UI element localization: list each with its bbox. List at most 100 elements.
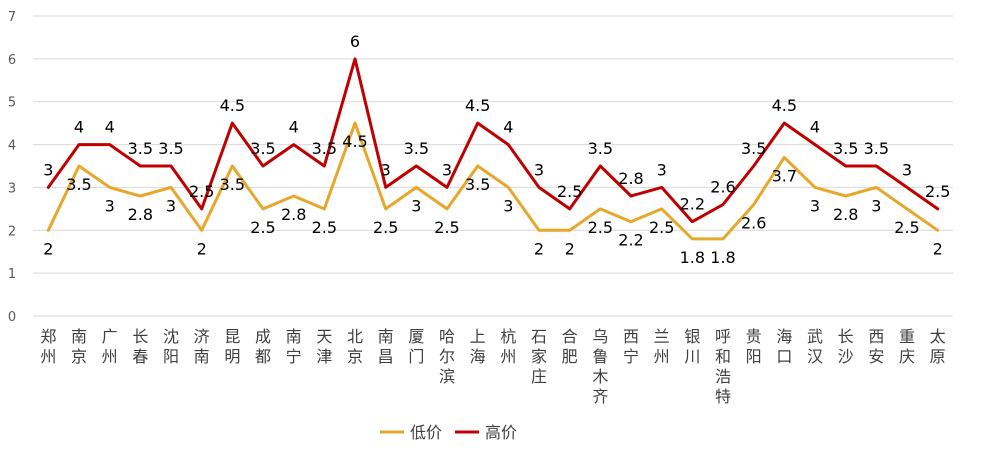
data-label: 3 [871,196,881,215]
data-label: 2 [197,239,207,258]
y-tick-label: 5 [8,96,16,111]
data-label: 2.8 [128,205,153,224]
data-label: 2.8 [618,169,643,188]
x-tick-label: 呼和浩特 [715,327,731,406]
data-label: 2.5 [557,182,582,201]
x-tick-label: 贵阳 [746,327,762,366]
data-label: 2.6 [741,214,766,233]
data-label: 4.5 [220,96,245,115]
data-label: 2.6 [710,178,735,197]
data-label: 2.5 [250,218,275,237]
x-tick-label: 兰州 [654,327,670,366]
data-label: 3 [657,160,667,179]
x-tick-label: 昆明 [224,327,240,366]
data-label: 2.5 [312,218,337,237]
data-label: 3.5 [250,139,275,158]
legend-label: 低价 [410,423,442,442]
data-label: 2 [534,239,544,258]
y-tick-label: 0 [8,310,16,325]
data-label: 3.5 [465,175,490,194]
data-label: 3.5 [128,139,153,158]
x-tick-label: 南京 [71,327,87,366]
data-label: 4 [810,118,820,137]
x-tick-label: 广州 [102,327,118,366]
x-tick-label: 成都 [255,327,271,366]
data-label: 3 [105,196,115,215]
x-tick-label: 长春 [132,327,148,366]
data-label: 2 [933,239,943,258]
data-labels: 2 3.5 3 2.8 3 2 3.5 2.5 2.8 2.5 4.5 2.5 3 2.5 3.5 3 2 2 2.… [43,32,950,267]
x-tick-label: 合肥 [562,327,578,366]
data-label: 3.7 [772,166,797,185]
data-label: 2.5 [894,218,919,237]
x-tick-label: 重庆 [899,327,915,366]
data-label: 2.8 [281,205,306,224]
data-label: 2 [43,239,53,258]
legend-label: 高价 [485,423,517,442]
x-tick-label: 杭州 [500,327,516,366]
data-label: 3 [411,196,421,215]
data-label: 3.5 [312,139,337,158]
x-tick-label: 厦门 [408,327,424,366]
x-tick-label: 沈阳 [163,327,179,366]
data-label: 4 [105,118,115,137]
data-label: 4.5 [465,96,490,115]
x-axis: 郑州南京广州长春沈阳济南昆明成都南宁天津北京南昌厦门哈尔滨上海杭州石家庄合肥乌鲁… [40,327,945,406]
x-tick-label: 哈尔滨 [439,327,455,386]
x-tick-label: 济南 [194,327,210,366]
data-label: 1.8 [680,248,705,267]
y-tick-label: 6 [8,53,16,68]
data-label: 3 [43,160,53,179]
x-tick-label: 长沙 [838,327,854,366]
data-label: 2.2 [618,231,643,250]
x-tick-label: 石家庄 [531,327,547,386]
data-label: 1.8 [710,248,735,267]
data-label: 3.5 [220,175,245,194]
data-label: 3.5 [741,139,766,158]
data-label: 4.5 [772,96,797,115]
data-label: 2.5 [434,218,459,237]
x-tick-label: 郑州 [40,327,56,366]
x-tick-label: 太原 [930,327,946,366]
y-tick-label: 4 [8,139,16,154]
data-label: 3 [503,196,513,215]
x-tick-label: 西宁 [623,327,639,366]
data-label: 3 [902,160,912,179]
data-label: 2 [565,239,575,258]
data-label: 2.5 [925,182,950,201]
series-line-low [46,121,940,241]
y-tick-label: 2 [8,224,16,239]
series-line-high [46,57,940,224]
x-tick-label: 南宁 [286,327,302,366]
data-label: 6 [350,32,360,51]
data-label: 3 [166,196,176,215]
y-tick-label: 3 [8,181,16,196]
data-label: 3 [442,160,452,179]
data-label: 3.5 [66,175,91,194]
data-label: 4 [289,118,299,137]
data-label: 2.8 [833,205,858,224]
y-tick-label: 1 [8,267,16,282]
y-axis: 0 1 2 3 4 5 6 7 [8,10,16,325]
data-label: 4 [74,118,84,137]
x-tick-label: 银川 [684,327,700,366]
x-tick-label: 武汉 [807,327,823,366]
legend: 低价 高价 [380,423,517,442]
data-label: 2.2 [680,195,705,214]
data-label: 2.5 [649,218,674,237]
x-tick-label: 北京 [347,327,363,366]
y-tick-label: 7 [8,10,16,25]
x-tick-label: 上海 [470,327,486,366]
series-lines [46,57,940,241]
data-label: 2.5 [588,218,613,237]
x-tick-label: 南昌 [378,327,394,366]
data-label: 3.5 [404,139,429,158]
x-tick-label: 海口 [776,327,792,366]
x-tick-label: 西安 [868,327,884,366]
data-label: 3.5 [833,139,858,158]
data-label: 3.5 [588,139,613,158]
x-tick-label: 乌鲁木齐 [592,327,608,406]
data-label: 3.5 [158,139,183,158]
data-label: 3 [810,196,820,215]
